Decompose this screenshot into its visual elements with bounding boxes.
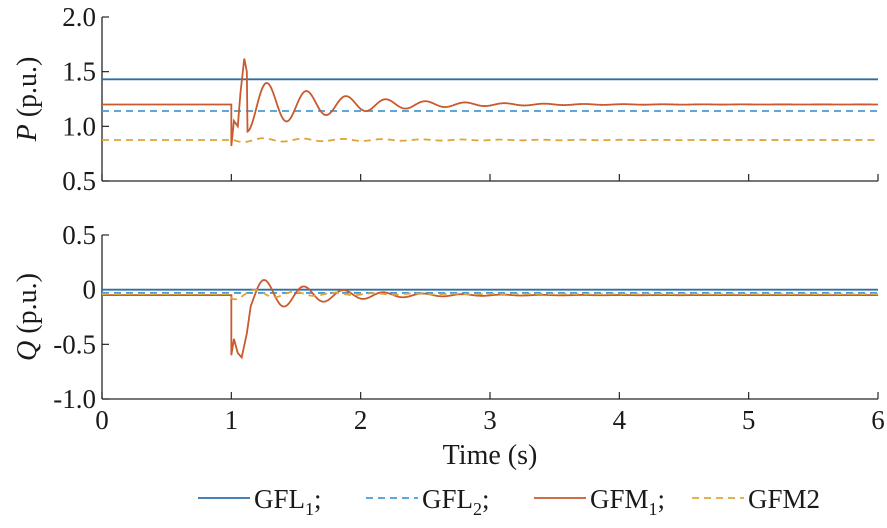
x-tick-label: 0 xyxy=(95,405,109,435)
y-tick-label: 0 xyxy=(83,275,97,305)
y-tick-label: -1.0 xyxy=(53,384,96,414)
y-axis-label: P (p.u.) xyxy=(12,57,43,143)
x-tick-label: 6 xyxy=(871,405,885,435)
x-tick-label: 1 xyxy=(225,405,239,435)
legend-subscript: 1 xyxy=(305,499,314,519)
legend-subscript: 1 xyxy=(649,499,658,519)
x-tick-label: 3 xyxy=(483,405,497,435)
legend-separator: ; xyxy=(482,484,490,514)
y-tick-label: 0.5 xyxy=(62,220,96,250)
y-axis-symbol: P xyxy=(12,124,43,142)
x-axis-label: Time (s) xyxy=(443,440,538,471)
panel-q: 0.50-0.5-1.00 1 2 3 4 5 6Q (p.u.)Time (s) xyxy=(12,220,885,471)
y-tick-label: 1.5 xyxy=(62,57,96,87)
x-tick-label: 4 xyxy=(613,405,627,435)
series-line-gfm2 xyxy=(102,137,878,143)
legend-subscript: 2 xyxy=(473,499,482,519)
legend-entry: GFL2; xyxy=(422,484,490,519)
legend-base: GFM2 xyxy=(748,484,820,514)
legend-separator: ; xyxy=(314,484,322,514)
legend-base: GFM xyxy=(590,484,649,514)
legend-entry: GFM1; xyxy=(590,484,665,519)
y-tick-label: 1.0 xyxy=(62,111,96,141)
y-tick-label: 0.5 xyxy=(62,166,96,196)
series-line-gfm1 xyxy=(102,58,878,147)
legend: GFL1; GFL2; GFM1; GFM2 xyxy=(198,484,820,519)
legend-base: GFL xyxy=(422,484,473,514)
legend-entry: GFL1; xyxy=(254,484,322,519)
y-axis-label: Q (p.u.) xyxy=(12,273,43,361)
x-tick-label: 2 xyxy=(354,405,368,435)
x-tick-label: 5 xyxy=(742,405,756,435)
y-axis-unit: (p.u.) xyxy=(12,273,43,341)
legend-entry: GFM2 xyxy=(748,484,820,514)
series-line-gfm2 xyxy=(102,289,878,301)
series-line-gfm1 xyxy=(102,279,878,360)
y-axis-unit: (p.u.) xyxy=(12,57,43,125)
legend-separator: ; xyxy=(658,484,666,514)
y-tick-label: -0.5 xyxy=(53,329,96,359)
y-axis-symbol: Q xyxy=(12,341,43,361)
panel-p: 2.0 1.5 1.0 0.5 P (p.u.) xyxy=(12,2,879,196)
y-tick-label: 2.0 xyxy=(62,2,96,32)
legend-base: GFL xyxy=(254,484,305,514)
